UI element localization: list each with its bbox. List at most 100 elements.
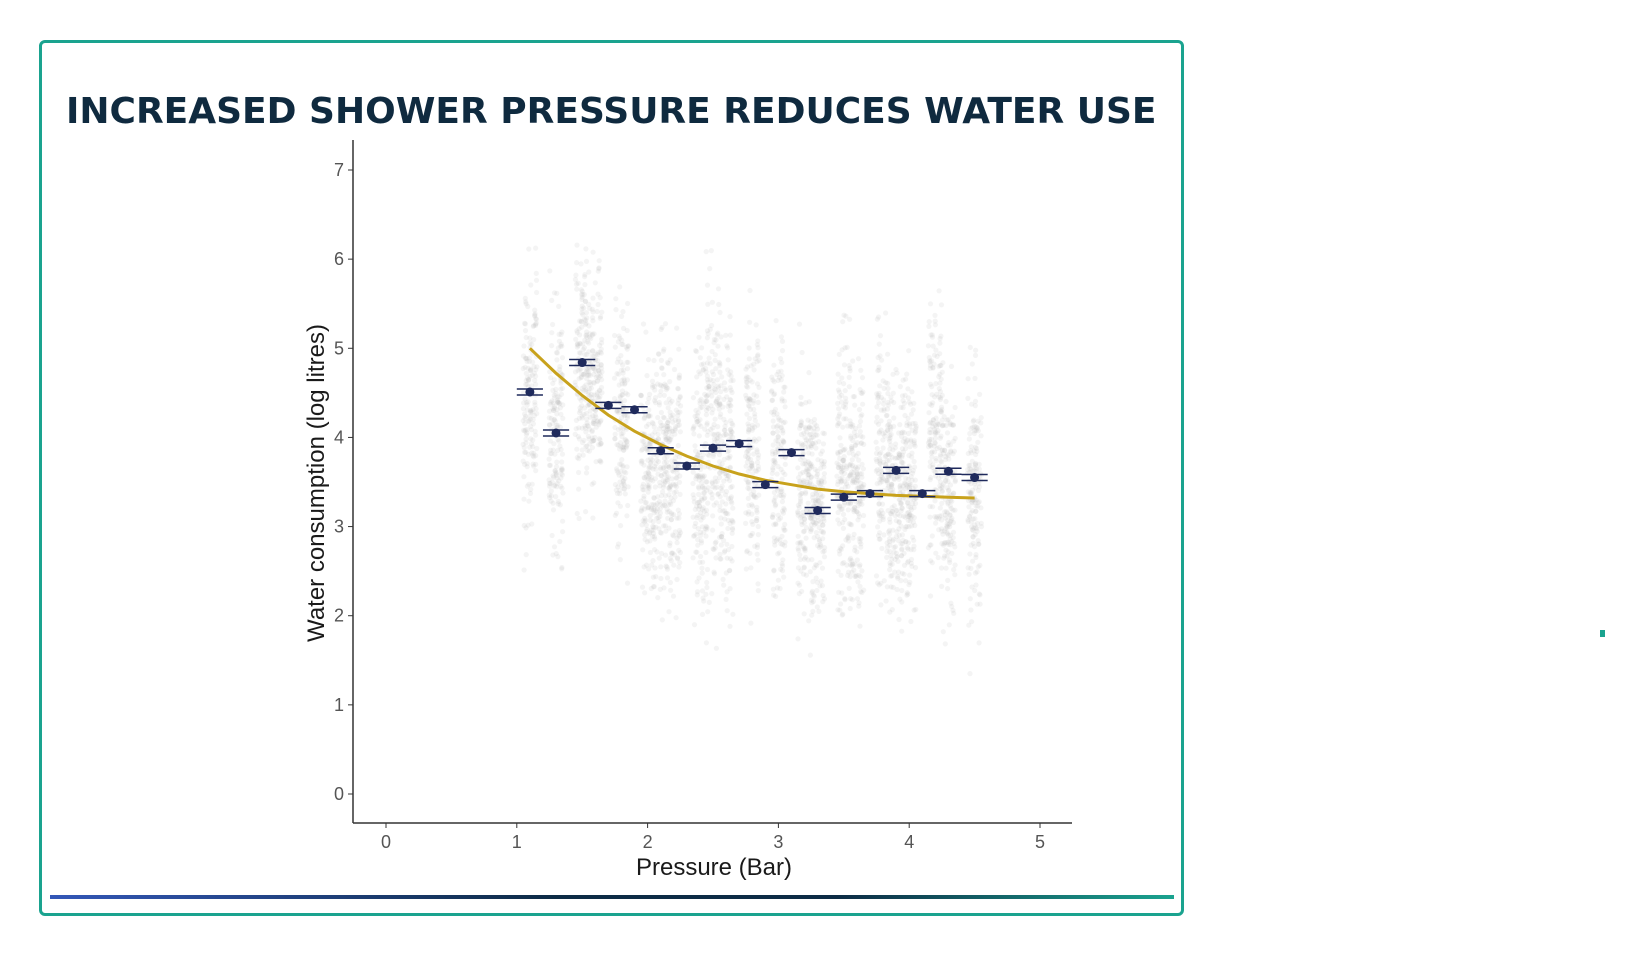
raw-observation-point [590,420,596,426]
raw-observation-point [585,366,591,372]
raw-observation-point [965,376,971,382]
raw-observation-point [646,530,652,537]
raw-observation-point [559,485,565,491]
raw-observation-point [818,578,824,584]
raw-observation-point [559,459,565,465]
raw-observation-point [525,365,531,371]
raw-observation-point [725,547,732,553]
raw-observation-point [577,341,584,347]
raw-observation-point [654,509,660,515]
raw-observation-point [754,542,761,548]
raw-observation-point [876,511,882,517]
raw-observation-point [802,548,808,554]
raw-observation-point [526,376,532,383]
raw-observation-point [579,306,585,312]
raw-observation-point [596,266,602,272]
raw-observation-point [621,486,627,492]
raw-observation-point [582,371,588,377]
raw-observation-point [727,567,733,574]
raw-observation-point [857,498,864,504]
raw-observation-point [595,418,601,424]
raw-observation-point [615,427,621,433]
raw-observation-point [852,507,858,513]
raw-observation-point [667,579,674,586]
raw-observation-point [913,428,919,434]
raw-observation-point [883,310,889,316]
raw-observation-point [716,534,723,540]
raw-observation-point [529,372,536,378]
raw-observation-point [744,374,750,380]
raw-observation-point [580,452,586,458]
raw-observation-point [712,485,718,491]
raw-observation-point [750,521,756,527]
raw-observation-point [622,380,628,386]
raw-observation-point [952,404,958,411]
raw-observation-point [619,337,625,343]
raw-observation-point [659,550,665,557]
raw-observation-point [646,421,652,427]
raw-observation-point [645,400,651,406]
raw-observation-point [834,423,841,429]
raw-observation-point [883,380,889,386]
raw-observation-point [582,352,588,358]
raw-observation-point [649,378,656,384]
raw-observation-point [678,403,684,409]
raw-observation-point [795,439,801,445]
raw-observation-point [642,519,648,525]
raw-observation-point [806,424,812,430]
raw-observation-point [676,422,682,428]
raw-observation-point [795,540,801,546]
raw-observation-point [700,367,706,373]
raw-observation-point [841,447,847,453]
raw-observation-point [909,450,915,456]
raw-observation-point [639,505,645,511]
raw-observation-point [673,481,679,487]
raw-observation-point [856,572,862,579]
raw-observation-point [550,552,556,558]
raw-observation-point [728,484,734,491]
raw-observation-point [599,402,605,408]
raw-observation-point [930,343,936,349]
raw-observation-point [586,448,593,454]
raw-observation-point [803,491,809,497]
raw-observation-point [779,533,785,539]
raw-observation-point [666,525,672,531]
raw-observation-point [598,373,604,379]
raw-observation-point [520,390,527,396]
raw-observation-point [694,515,700,521]
raw-observation-point [819,513,825,519]
raw-observation-point [843,395,849,401]
raw-observation-point [850,478,856,484]
raw-observation-point [818,494,824,500]
raw-observation-point [840,467,846,473]
raw-observation-point [664,564,670,570]
raw-observation-point [554,290,560,296]
raw-observation-point [724,394,730,400]
raw-observation-point [531,463,537,469]
raw-observation-point [952,507,958,513]
raw-observation-point [614,407,621,414]
raw-observation-point [782,543,788,549]
raw-observation-point [675,409,681,415]
raw-observation-point [624,413,631,419]
raw-observation-point [657,514,663,520]
raw-observation-point [853,573,859,580]
raw-observation-point [749,519,755,525]
raw-observation-point [818,480,825,486]
raw-observation-point [885,390,891,397]
raw-observation-point [972,522,978,528]
raw-observation-point [653,371,660,377]
raw-observation-point [653,574,659,580]
raw-observation-point [589,429,595,435]
raw-observation-point [878,473,884,479]
x-tick-label: 2 [643,832,653,852]
raw-observation-point [873,456,879,462]
raw-observation-point [523,436,529,442]
raw-observation-point [646,504,652,510]
raw-observation-point [743,566,749,572]
raw-observation-point [904,422,910,429]
raw-observation-point [704,579,710,586]
raw-observation-point [820,592,826,599]
raw-observation-point [750,471,756,477]
raw-observation-point [711,381,717,387]
